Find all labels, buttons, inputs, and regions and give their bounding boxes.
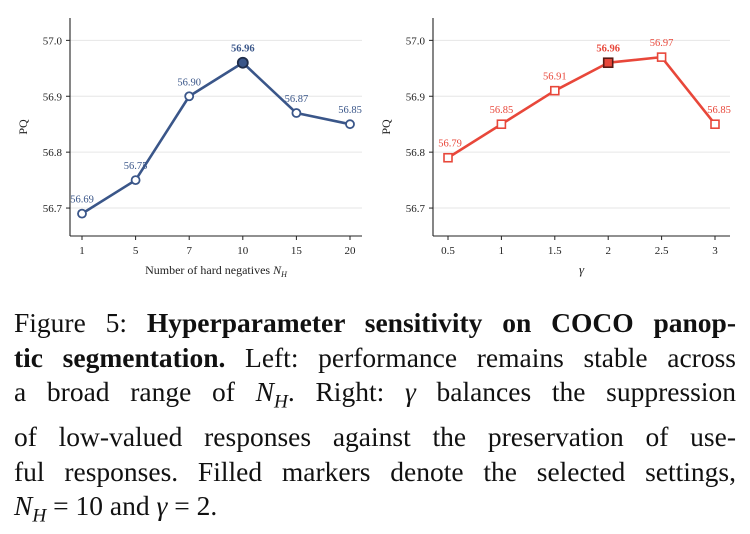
data-point-marker (130, 175, 141, 186)
caption-text: = 2. (167, 490, 218, 521)
data-label: 56.96 (231, 44, 255, 55)
caption-line-4: of low-valued responses against the pres… (14, 420, 736, 455)
caption-var: N (255, 376, 274, 407)
x-tick-label: 3 (712, 245, 718, 257)
y-axis-label: PQ (379, 119, 393, 135)
data-label: 56.97 (650, 38, 674, 49)
y-tick-label: 56.9 (406, 91, 426, 103)
caption-var-sub: H (32, 505, 47, 527)
caption-var-sub: H (273, 391, 288, 413)
caption-var: N (14, 490, 33, 521)
data-point-marker (184, 91, 195, 102)
x-tick-label: 1.5 (548, 245, 562, 257)
figure-caption: Figure 5: Hyperparameter sensitivity on … (14, 306, 736, 534)
caption-line-5: ful responses. Filled markers denote the… (14, 455, 736, 490)
x-tick-label: 2.5 (655, 245, 669, 257)
caption-text: a broad range of (14, 376, 256, 407)
caption-line-2: tic segmentation. Left: performance rema… (14, 341, 736, 376)
caption-text: . Right: (287, 376, 405, 407)
data-point-marker (443, 152, 453, 163)
x-tick-label: 20 (345, 245, 357, 257)
x-tick-label: 1 (79, 245, 85, 257)
x-axis-label: Number of hard negatives NH (145, 263, 288, 279)
data-point-marker (496, 119, 507, 130)
y-tick-label: 56.9 (43, 91, 63, 103)
caption-title: Hyperparameter sensitivity on COCO panop… (146, 307, 736, 338)
data-point-marker (291, 108, 302, 118)
caption-line-6: NH = 10 and γ = 2. (14, 489, 736, 534)
caption-text: balances the suppression (415, 376, 737, 407)
y-tick-label: 57.0 (406, 35, 426, 47)
data-point-marker (345, 119, 355, 130)
y-tick-label: 57.0 (43, 35, 63, 47)
selected-point-marker (236, 56, 249, 69)
x-axis-label-text: Number of hard negatives (145, 263, 273, 277)
data-label: 56.69 (70, 195, 94, 206)
data-label: 56.75 (124, 161, 148, 172)
y-tick-label: 56.8 (406, 147, 426, 159)
chart-panel-right: 56.7 56.8 56.9 57.0 0.5 1 1.5 2 2.5 3 PQ γ 56.79 56.8… (379, 18, 731, 277)
caption-text: ful responses. Filled markers denote the… (14, 455, 736, 487)
data-point-marker (77, 208, 87, 219)
data-label: 56.85 (707, 105, 731, 116)
caption-line-1: Figure 5: Hyperparameter sensitivity on … (14, 306, 736, 341)
data-label: 56.91 (543, 72, 567, 83)
y-axis-label: PQ (16, 119, 30, 135)
caption-text: of low-valued responses against the pres… (14, 421, 736, 452)
caption-gamma: γ (156, 490, 168, 521)
caption-line-3: a broad range of NH. Right: γ balances t… (14, 375, 736, 420)
data-point-marker (656, 52, 667, 62)
x-tick-label: 15 (291, 245, 303, 257)
x-axis-label-var: N (272, 263, 282, 277)
x-axis-label: γ (579, 262, 585, 277)
y-tick-label: 56.7 (43, 203, 63, 215)
data-label: 56.85 (338, 105, 362, 116)
data-label: 56.85 (490, 105, 514, 116)
x-tick-label: 5 (133, 245, 139, 257)
figure-label: Figure 5: (14, 307, 147, 338)
data-label: 56.79 (438, 139, 462, 150)
data-point-marker (710, 119, 720, 130)
series-line (81, 61, 351, 215)
x-tick-label: 0.5 (441, 245, 455, 257)
caption-text: Left: performance remains stable across (225, 341, 736, 373)
x-tick-label: 1 (499, 245, 505, 257)
y-tick-label: 56.7 (406, 203, 426, 215)
series-line (447, 55, 717, 159)
x-tick-label: 10 (237, 245, 249, 257)
x-axis-label-sub: H (280, 270, 288, 279)
data-label: 56.87 (285, 94, 309, 105)
data-point-marker (549, 85, 560, 96)
data-label: 56.90 (177, 77, 201, 88)
caption-title-cont: tic segmentation. (14, 341, 226, 373)
caption-text: = 10 and (46, 490, 157, 521)
caption-gamma: γ (404, 376, 416, 407)
y-tick-label: 56.8 (43, 147, 63, 159)
x-tick-label: 7 (186, 245, 192, 257)
selected-point-marker (602, 57, 614, 69)
x-tick-label: 2 (605, 245, 611, 257)
data-label: 56.96 (596, 44, 620, 55)
